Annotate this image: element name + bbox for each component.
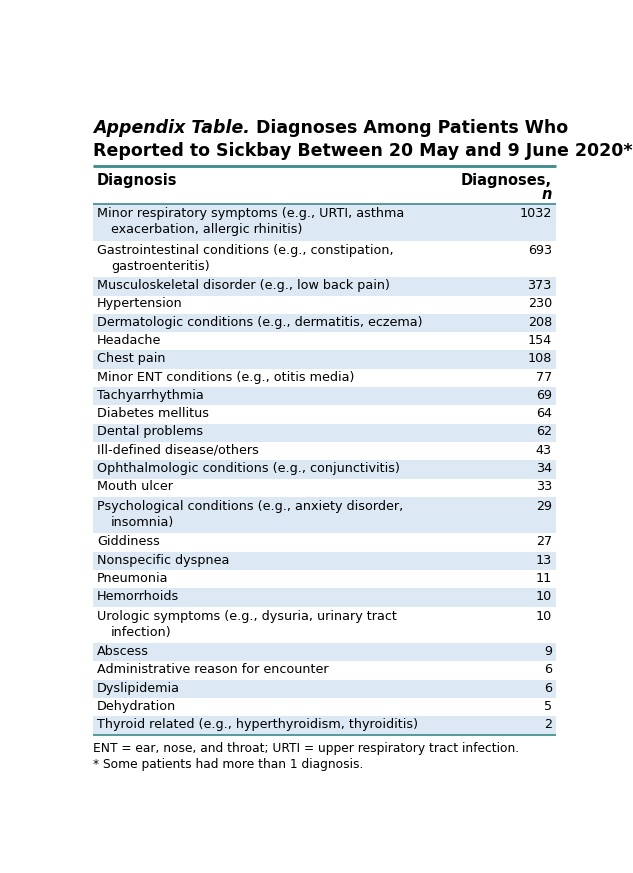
Text: Diagnoses,: Diagnoses,	[461, 173, 552, 189]
Bar	[93, 460, 556, 478]
Text: 230: 230	[528, 298, 552, 311]
Text: Reported to Sickbay Between 20 May and 9 June 2020*: Reported to Sickbay Between 20 May and 9…	[93, 142, 633, 161]
Text: Diagnosis: Diagnosis	[97, 173, 177, 189]
Text: 29: 29	[536, 499, 552, 512]
Text: Minor ENT conditions (e.g., otitis media): Minor ENT conditions (e.g., otitis media…	[97, 371, 354, 383]
Bar	[93, 643, 556, 662]
Text: 9: 9	[544, 645, 552, 658]
Text: 6: 6	[544, 663, 552, 677]
Text: 33: 33	[536, 480, 552, 493]
Text: Headache: Headache	[97, 334, 161, 347]
Text: 62: 62	[536, 425, 552, 438]
Bar	[93, 278, 556, 296]
Text: Dermatologic conditions (e.g., dermatitis, eczema): Dermatologic conditions (e.g., dermatiti…	[97, 316, 422, 329]
Bar	[93, 662, 556, 680]
Text: 154: 154	[528, 334, 552, 347]
Text: n: n	[541, 187, 552, 202]
Text: 64: 64	[536, 407, 552, 420]
Text: Diabetes mellitus: Diabetes mellitus	[97, 407, 209, 420]
Text: 1032: 1032	[520, 207, 552, 220]
Text: 34: 34	[536, 462, 552, 475]
Text: Dehydration: Dehydration	[97, 700, 176, 713]
Text: 27: 27	[536, 535, 552, 548]
Bar	[93, 387, 556, 405]
Bar	[93, 717, 556, 734]
Bar	[93, 332, 556, 350]
Bar	[93, 698, 556, 717]
Text: 208: 208	[528, 316, 552, 329]
Text: Administrative reason for encounter: Administrative reason for encounter	[97, 663, 329, 677]
Text: 10: 10	[536, 609, 552, 622]
Text: ENT = ear, nose, and throat; URTI = upper respiratory tract infection.: ENT = ear, nose, and throat; URTI = uppe…	[93, 742, 519, 755]
Bar	[93, 368, 556, 387]
Text: 43: 43	[536, 443, 552, 457]
Text: gastroenteritis): gastroenteritis)	[111, 260, 210, 272]
Text: Nonspecific dyspnea: Nonspecific dyspnea	[97, 553, 229, 567]
Bar	[93, 552, 556, 570]
Text: Diagnoses Among Patients Who: Diagnoses Among Patients Who	[250, 119, 568, 136]
Text: Minor respiratory symptoms (e.g., URTI, asthma: Minor respiratory symptoms (e.g., URTI, …	[97, 207, 404, 220]
Text: 373: 373	[527, 279, 552, 292]
Text: 10: 10	[536, 590, 552, 603]
Bar	[93, 241, 556, 278]
Text: Mouth ulcer: Mouth ulcer	[97, 480, 173, 493]
Bar	[93, 680, 556, 698]
Text: 69: 69	[536, 388, 552, 402]
Text: Giddiness: Giddiness	[97, 535, 160, 548]
Text: Urologic symptoms (e.g., dysuria, urinary tract: Urologic symptoms (e.g., dysuria, urinar…	[97, 609, 397, 622]
Text: Psychological conditions (e.g., anxiety disorder,: Psychological conditions (e.g., anxiety …	[97, 499, 403, 512]
Bar	[93, 478, 556, 497]
Text: Musculoskeletal disorder (e.g., low back pain): Musculoskeletal disorder (e.g., low back…	[97, 279, 390, 292]
Text: 13: 13	[536, 553, 552, 567]
Bar	[93, 533, 556, 552]
Text: Dental problems: Dental problems	[97, 425, 203, 438]
Text: insomnia): insomnia)	[111, 516, 174, 529]
Bar	[93, 296, 556, 314]
Bar	[93, 588, 556, 607]
Text: 5: 5	[544, 700, 552, 713]
Text: Pneumonia: Pneumonia	[97, 572, 168, 585]
Bar	[93, 442, 556, 460]
Text: infection): infection)	[111, 626, 172, 639]
Text: Ill-defined disease/others: Ill-defined disease/others	[97, 443, 259, 457]
Bar	[93, 607, 556, 643]
Bar	[93, 204, 556, 241]
Text: Tachyarrhythmia: Tachyarrhythmia	[97, 388, 204, 402]
Text: Appendix Table.: Appendix Table.	[93, 119, 250, 136]
Text: Ophthalmologic conditions (e.g., conjunctivitis): Ophthalmologic conditions (e.g., conjunc…	[97, 462, 400, 475]
Text: 6: 6	[544, 682, 552, 695]
Text: * Some patients had more than 1 diagnosis.: * Some patients had more than 1 diagnosi…	[93, 758, 363, 771]
Text: Hypertension: Hypertension	[97, 298, 183, 311]
Text: Abscess: Abscess	[97, 645, 149, 658]
Bar	[93, 350, 556, 368]
Text: Dyslipidemia: Dyslipidemia	[97, 682, 180, 695]
Bar	[93, 497, 556, 533]
Text: 77: 77	[536, 371, 552, 383]
Text: Chest pain: Chest pain	[97, 353, 165, 365]
Text: Hemorrhoids: Hemorrhoids	[97, 590, 179, 603]
Bar	[93, 423, 556, 442]
Text: 693: 693	[528, 244, 552, 257]
Text: Thyroid related (e.g., hyperthyroidism, thyroiditis): Thyroid related (e.g., hyperthyroidism, …	[97, 718, 418, 732]
Text: 108: 108	[527, 353, 552, 365]
Text: exacerbation, allergic rhinitis): exacerbation, allergic rhinitis)	[111, 223, 303, 237]
Bar	[93, 405, 556, 423]
Text: Gastrointestinal conditions (e.g., constipation,: Gastrointestinal conditions (e.g., const…	[97, 244, 394, 257]
Bar	[93, 314, 556, 332]
Text: 2: 2	[544, 718, 552, 732]
Bar	[93, 570, 556, 588]
Text: 11: 11	[536, 572, 552, 585]
